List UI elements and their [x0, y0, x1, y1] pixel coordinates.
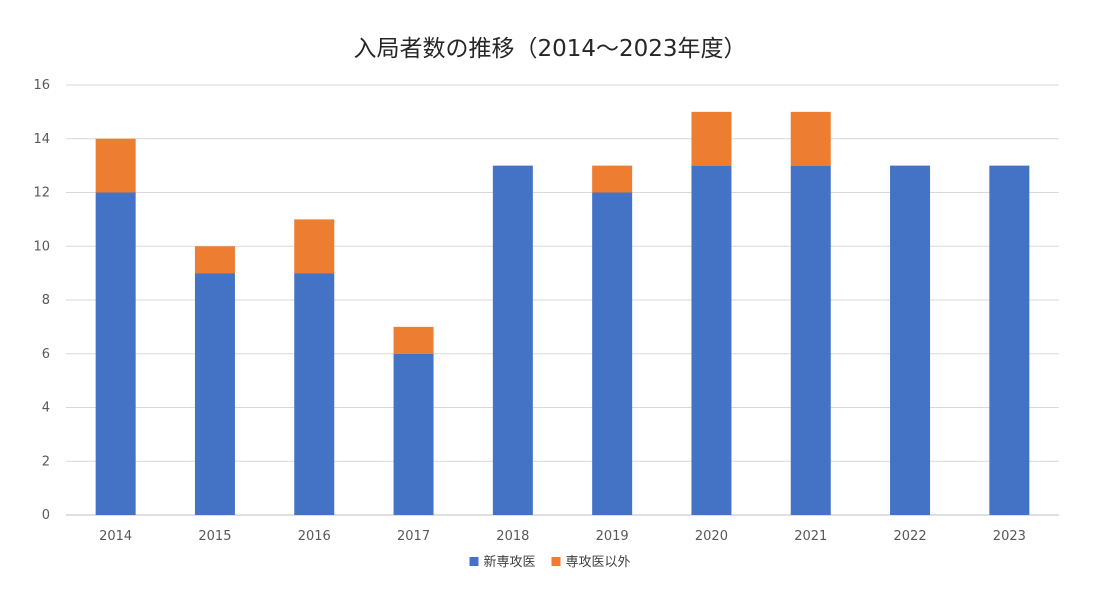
bar-non-resident-2014	[95, 138, 136, 193]
bar-non-resident-2015	[194, 246, 235, 274]
y-tick-label: 8	[42, 293, 50, 308]
legend-swatch	[469, 557, 479, 566]
bar-new-resident-2020	[691, 165, 732, 515]
y-tick-label: 12	[33, 186, 50, 201]
y-tick-label: 6	[42, 347, 50, 362]
bar-new-resident-2016	[294, 273, 335, 515]
chart-title: 入局者数の推移（2014～2023年度）	[353, 36, 746, 62]
y-axis: 0 2 4 6 8 10 12 14 16	[33, 78, 50, 523]
bar-new-resident-2017	[393, 353, 434, 515]
bar-new-resident-2018	[492, 165, 533, 515]
x-tick-label: 2014	[99, 529, 132, 544]
legend-label: 専攻医以外	[566, 555, 631, 570]
x-axis: 2014 2015 2016 2017 2018 2019 2020 2021 2022 2023	[99, 529, 1026, 544]
x-tick-label: 2015	[198, 529, 231, 544]
x-tick-label: 2019	[596, 529, 629, 544]
bar-non-resident-2020	[691, 111, 732, 166]
y-tick-label: 4	[42, 401, 50, 416]
bar-new-resident-2015	[194, 273, 235, 515]
y-tick-label: 2	[42, 454, 50, 469]
y-tick-label: 10	[33, 239, 50, 254]
x-tick-label: 2017	[397, 529, 430, 544]
x-tick-label: 2020	[695, 529, 728, 544]
bar-non-resident-2021	[790, 111, 831, 166]
bar-new-resident-2023	[989, 165, 1030, 515]
bar-new-resident-2019	[592, 192, 633, 515]
bar-new-resident-2021	[790, 165, 831, 515]
x-tick-label: 2016	[298, 529, 331, 544]
legend: 新専攻医 専攻医以外	[469, 554, 631, 570]
legend-swatch	[551, 557, 561, 566]
y-tick-label: 16	[33, 78, 50, 93]
y-tick-label: 0	[42, 508, 50, 523]
bar-new-resident-2022	[890, 165, 931, 515]
y-tick-label: 14	[33, 132, 50, 147]
bar-non-resident-2016	[294, 219, 335, 274]
legend-item-new-resident: 新専攻医	[469, 554, 536, 570]
bar-new-resident-2014	[95, 192, 136, 515]
x-tick-label: 2021	[794, 529, 827, 544]
x-tick-label: 2022	[894, 529, 927, 544]
bar-non-resident-2019	[592, 165, 633, 193]
legend-label: 新専攻医	[484, 554, 536, 570]
bars	[95, 111, 1030, 515]
bar-non-resident-2017	[393, 326, 434, 354]
legend-item-non-resident: 専攻医以外	[551, 555, 631, 570]
x-tick-label: 2023	[993, 529, 1026, 544]
x-tick-label: 2018	[496, 529, 529, 544]
